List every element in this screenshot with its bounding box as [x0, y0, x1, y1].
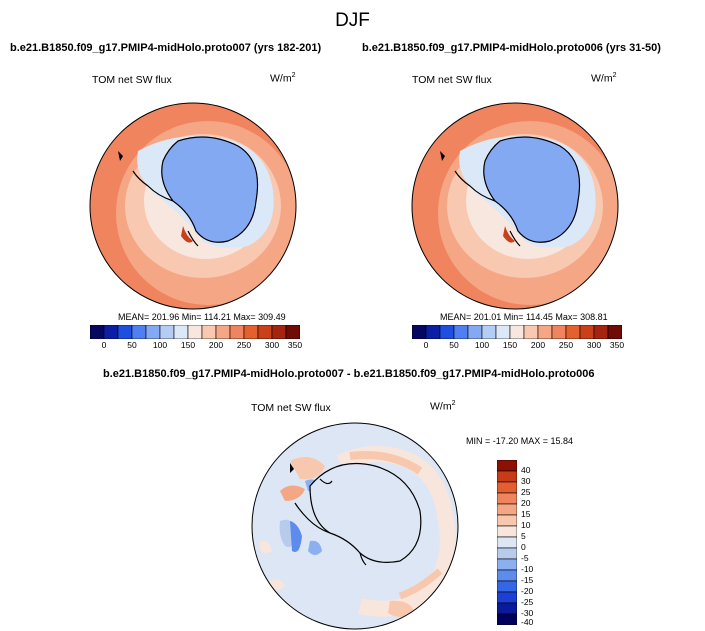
panel-1-tick: 150 [180, 340, 196, 350]
colorbar-swatch [201, 325, 217, 339]
panel-1-colorbar-ticks: 0 50 100 150 200 250 300 350 [90, 340, 303, 352]
colorbar-swatch [509, 325, 525, 339]
colorbar-swatch [159, 325, 175, 339]
panel-1-variable-label: TOM net SW flux [92, 74, 172, 86]
colorbar-swatch [467, 325, 483, 339]
colorbar-swatch [497, 470, 517, 483]
panel-3-tick: 15 [521, 509, 531, 519]
colorbar-swatch [497, 613, 517, 625]
colorbar-swatch [607, 325, 622, 339]
panel-1-colorbar [90, 325, 300, 339]
colorbar-swatch [497, 525, 517, 538]
panel-1-title: b.e21.B1850.f09_g17.PMIP4-midHolo.proto0… [10, 42, 322, 54]
colorbar-swatch [215, 325, 231, 339]
colorbar-swatch [497, 481, 517, 494]
panel-2-colorbar [412, 325, 622, 339]
panel-1-tick: 50 [127, 340, 137, 350]
panel-1-tick: 100 [152, 340, 168, 350]
panel-3-tick: 5 [521, 531, 526, 541]
panel-2-tick: 50 [449, 340, 459, 350]
colorbar-swatch [131, 325, 147, 339]
panel-3-variable-label: TOM net SW flux [251, 402, 331, 414]
panel-3-stats: MIN = -17.20 MAX = 15.84 [466, 436, 574, 446]
colorbar-swatch [497, 503, 517, 516]
panel-1-tick: 300 [264, 340, 280, 350]
panel-3-tick: 40 [521, 465, 531, 475]
panel-1-stats: MEAN= 201.96 Min= 114.21 Max= 309.49 [118, 312, 286, 322]
page-title: DJF [335, 10, 370, 31]
panel-3-map [251, 422, 459, 630]
colorbar-swatch [243, 325, 259, 339]
panel-2-title: b.e21.B1850.f09_g17.PMIP4-midHolo.proto0… [362, 42, 661, 54]
panel-2-tick: 250 [558, 340, 574, 350]
colorbar-swatch [285, 325, 300, 339]
colorbar-swatch [593, 325, 609, 339]
colorbar-swatch [497, 547, 517, 560]
colorbar-swatch [481, 325, 497, 339]
colorbar-swatch [412, 325, 427, 339]
panel-2-tick: 100 [474, 340, 490, 350]
panel-3-tick: -40 [521, 617, 534, 627]
colorbar-swatch [271, 325, 287, 339]
panel-3-tick: 10 [521, 520, 531, 530]
panel-3-tick: -10 [521, 564, 534, 574]
colorbar-swatch [579, 325, 595, 339]
panel-2-units: W/m2 [591, 72, 617, 85]
colorbar-swatch [565, 325, 581, 339]
colorbar-swatch [173, 325, 189, 339]
panel-2-map [411, 102, 619, 310]
panel-2-tick: 200 [530, 340, 546, 350]
panel-3-tick: 20 [521, 498, 531, 508]
colorbar-swatch [497, 536, 517, 549]
colorbar-swatch [497, 591, 517, 604]
panel-3-tick: -20 [521, 586, 534, 596]
colorbar-swatch [495, 325, 511, 339]
panel-3-tick: 25 [521, 487, 531, 497]
panel-2-colorbar-ticks: 0 50 100 150 200 250 300 350 [412, 340, 625, 352]
panel-1-units: W/m2 [270, 72, 296, 85]
panel-1-map [89, 102, 297, 310]
colorbar-swatch [497, 569, 517, 582]
panel-3-colorbar [497, 460, 517, 625]
panel-1-tick: 350 [287, 340, 303, 350]
panel-1-tick: 0 [101, 340, 107, 350]
panel-3-tick: -30 [521, 608, 534, 618]
panel-2-tick: 150 [502, 340, 518, 350]
panel-2-variable-label: TOM net SW flux [412, 74, 492, 86]
colorbar-swatch [257, 325, 273, 339]
colorbar-swatch [497, 602, 517, 615]
panel-3-tick: 30 [521, 476, 531, 486]
panel-3-tick: -5 [521, 553, 529, 563]
colorbar-swatch [425, 325, 441, 339]
colorbar-swatch [523, 325, 539, 339]
colorbar-swatch [145, 325, 161, 339]
panel-2-tick: 0 [423, 340, 429, 350]
panel-1-tick: 250 [236, 340, 252, 350]
panel-3-units: W/m2 [430, 400, 456, 413]
panel-3-colorbar-ticks: 40 30 25 20 15 10 5 0 -5 -10 -15 -20 -25… [521, 460, 551, 627]
colorbar-swatch [90, 325, 105, 339]
colorbar-swatch [103, 325, 119, 339]
panel-3-tick: 0 [521, 542, 526, 552]
colorbar-swatch [229, 325, 245, 339]
colorbar-swatch [497, 558, 517, 571]
colorbar-swatch [497, 580, 517, 593]
panel-1-tick: 200 [208, 340, 224, 350]
panel-3-tick: -25 [521, 597, 534, 607]
colorbar-swatch [453, 325, 469, 339]
colorbar-swatch [537, 325, 553, 339]
colorbar-swatch [497, 514, 517, 527]
panel-2-tick: 350 [609, 340, 625, 350]
panel-3-title: b.e21.B1850.f09_g17.PMIP4-midHolo.proto0… [103, 368, 595, 380]
panel-2-tick: 300 [586, 340, 602, 350]
panel-3-tick: -15 [521, 575, 534, 585]
colorbar-swatch [497, 492, 517, 505]
colorbar-swatch [117, 325, 133, 339]
colorbar-swatch [551, 325, 567, 339]
colorbar-swatch [439, 325, 455, 339]
panel-2-stats: MEAN= 201.01 Min= 114.45 Max= 308.81 [440, 312, 608, 322]
colorbar-swatch [497, 460, 517, 472]
colorbar-swatch [187, 325, 203, 339]
